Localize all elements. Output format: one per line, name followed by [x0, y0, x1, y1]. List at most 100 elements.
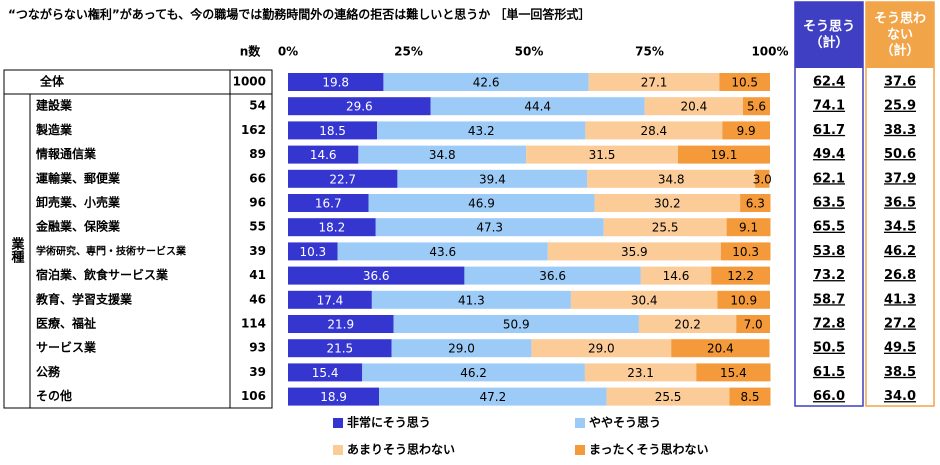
segment-label: 17.4	[317, 293, 344, 307]
bar-segment	[288, 145, 359, 164]
bar-segment	[379, 387, 607, 406]
bar-segment	[677, 145, 770, 164]
bar-segment	[337, 242, 548, 261]
summary-border	[865, 1, 935, 407]
summary-value: 46.2	[884, 244, 916, 259]
summary-value: 61.5	[813, 365, 845, 380]
legend-swatch	[333, 445, 343, 455]
n-value: 106	[241, 389, 266, 403]
category-label: 建設業	[35, 98, 73, 113]
segment-label: 10.3	[299, 245, 326, 259]
summary-value: 63.5	[813, 196, 845, 211]
category-label: 宿泊業、飲食サービス業	[36, 267, 169, 282]
x-tick-label: 100%	[751, 45, 788, 59]
bar-segment	[288, 363, 363, 382]
segment-label: 14.6	[663, 269, 690, 283]
x-tick-label: 0%	[278, 45, 298, 59]
bar-segment	[526, 145, 678, 164]
legend-swatch	[575, 418, 585, 428]
segment-label: 19.8	[322, 76, 349, 90]
category-label: 医療、福祉	[36, 316, 96, 331]
segment-label: 42.6	[473, 76, 500, 90]
summary-border	[794, 1, 864, 407]
segment-label: 46.9	[468, 197, 495, 211]
summary-header-text: そう思わ	[874, 12, 926, 27]
bar-segment	[288, 169, 398, 188]
summary-header	[866, 2, 934, 68]
segment-label: 46.2	[460, 366, 487, 380]
segment-label: 34.8	[429, 148, 456, 162]
bar-segment	[584, 363, 697, 382]
segment-label: 14.6	[310, 148, 337, 162]
bar-segment	[736, 315, 770, 333]
summary-value: 25.9	[884, 99, 916, 114]
segment-label: 30.2	[654, 197, 681, 211]
x-tick-label: 75%	[635, 45, 664, 59]
bar-segment	[638, 315, 737, 333]
segment-label: 25.5	[655, 390, 682, 404]
legend-label: あまりそう思わない	[347, 443, 455, 457]
bar-segment	[722, 121, 770, 140]
table-border	[3, 69, 273, 409]
segment-label: 9.9	[737, 124, 756, 138]
bar-segment	[362, 363, 585, 382]
summary-value: 38.5	[884, 365, 916, 380]
segment-label: 43.6	[429, 245, 456, 259]
bar-segment	[711, 266, 770, 285]
bar-segment	[288, 339, 392, 358]
segment-label: 34.8	[658, 172, 685, 186]
bar-segment	[587, 169, 756, 188]
segment-label: 27.1	[641, 76, 668, 90]
segment-label: 44.4	[524, 100, 551, 114]
n-value: 93	[249, 341, 266, 355]
legend-label: ややそう思う	[589, 416, 661, 430]
segment-label: 15.4	[312, 366, 339, 380]
legend-label: 非常にそう思う	[347, 415, 431, 430]
bar-segment	[570, 290, 718, 309]
bar-segment	[740, 194, 771, 212]
summary-value: 49.5	[884, 341, 916, 356]
bar-segment	[391, 339, 532, 358]
n-value: 114	[241, 317, 266, 331]
summary-value: 41.3	[884, 292, 916, 307]
summary-value: 37.9	[884, 171, 916, 186]
bar-segment	[547, 242, 721, 261]
segment-label: 10.3	[732, 245, 759, 259]
category-label: 運輸業、郵便業	[36, 170, 121, 185]
n-value: 96	[249, 196, 266, 210]
n-value: 66	[249, 171, 266, 185]
summary-value: 58.7	[813, 292, 845, 307]
bar-segment	[375, 218, 604, 237]
summary-header-text: （計）	[809, 35, 848, 51]
segment-label: 19.1	[711, 148, 738, 162]
category-label: 全体	[39, 74, 65, 89]
n-value: 46	[249, 292, 266, 306]
segment-label: 5.6	[747, 100, 766, 114]
category-label: 教育、学習支援業	[35, 291, 133, 306]
summary-value: 38.3	[884, 123, 916, 138]
bar-segment	[588, 73, 720, 91]
segment-label: 29.0	[588, 342, 615, 356]
category-label: 学術研究、専門・技術サービス業	[36, 244, 187, 257]
segment-label: 9.1	[739, 221, 758, 235]
n-value: 55	[249, 220, 266, 234]
bar-segment	[464, 266, 641, 285]
bar-segment	[393, 315, 639, 333]
legend-label: まったくそう思わない	[589, 443, 709, 457]
bar-segment	[288, 387, 380, 406]
summary-value: 65.5	[813, 220, 845, 235]
summary-value: 66.0	[813, 389, 845, 404]
n-value: 162	[241, 123, 266, 137]
bar-segment	[531, 339, 672, 358]
bar-segment	[371, 290, 571, 309]
summary-value: 37.6	[884, 75, 916, 90]
summary-value: 72.8	[813, 317, 845, 332]
summary-value: 74.1	[813, 99, 845, 114]
segment-label: 23.1	[627, 366, 654, 380]
summary-header	[795, 2, 863, 68]
bar-segment	[288, 97, 431, 116]
segment-label: 15.4	[720, 366, 747, 380]
bar-segment	[368, 194, 595, 212]
category-label: サービス業	[36, 340, 97, 355]
segment-label: 20.4	[680, 100, 707, 114]
